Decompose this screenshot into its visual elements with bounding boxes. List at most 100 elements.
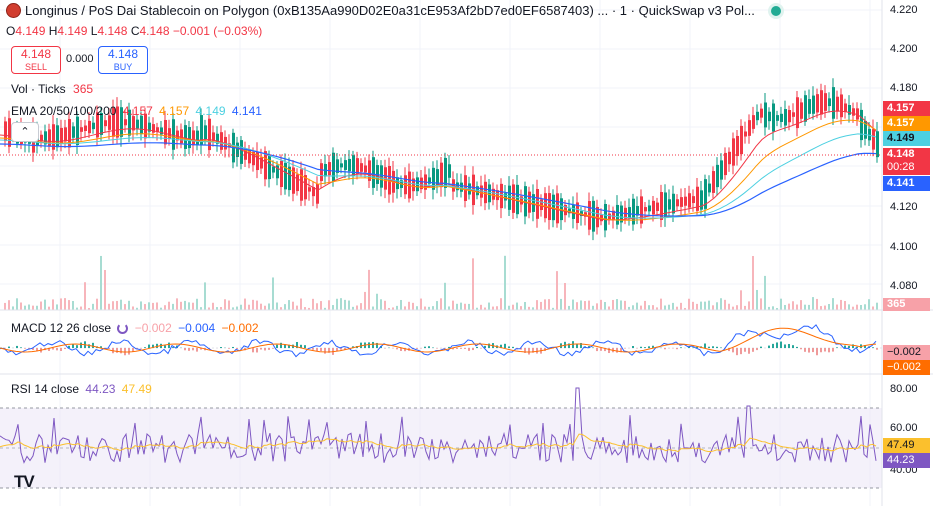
volume-bar: [600, 299, 602, 310]
candle-body: [540, 199, 543, 211]
volume-bar: [680, 302, 682, 310]
volume-bar: [40, 301, 42, 310]
rsi-label-tag: 44.23: [883, 453, 930, 468]
candle-body: [492, 188, 495, 200]
macd-hist-bar: [696, 346, 698, 348]
rsi-legend[interactable]: RSI 14 close 44.23 47.49: [11, 382, 152, 396]
volume-bar: [208, 307, 210, 310]
candle-body: [608, 213, 611, 220]
volume-bar: [496, 306, 498, 310]
volume-bar: [392, 307, 394, 310]
volume-bar: [616, 299, 618, 310]
volume-bar: [804, 304, 806, 310]
candle-body: [620, 205, 623, 223]
ema50-line: [0, 119, 877, 221]
volume-bar: [312, 298, 314, 310]
volume-bar: [228, 300, 230, 310]
macd-hist-bar: [708, 346, 710, 348]
volume-bar: [224, 299, 226, 310]
buy-button[interactable]: 4.148 BUY: [98, 46, 148, 74]
volume-bar: [124, 304, 126, 310]
macd-hist-bar: [536, 348, 538, 354]
macd-hist-bar: [604, 348, 606, 352]
macd-hist-bar: [512, 346, 514, 348]
macd-hist-bar: [152, 344, 154, 348]
ema20-price-label: 4.157: [883, 101, 930, 116]
macd-hist-bar: [444, 348, 446, 349]
candle-body: [112, 107, 115, 137]
volume-bar: [212, 302, 214, 310]
volume-bar: [768, 306, 770, 310]
macd-legend[interactable]: MACD 12 26 close −0.002 −0.004 −0.002: [11, 321, 259, 335]
candle-body: [344, 160, 347, 170]
volume-bar: [372, 306, 374, 310]
candle-body: [436, 169, 439, 185]
volume-bar: [644, 300, 646, 310]
macd-signal-line: [0, 327, 877, 353]
candle-body: [876, 131, 879, 158]
volume-bar: [76, 307, 78, 310]
ohlc-value: 4.148: [139, 24, 170, 38]
macd-hist-bar: [472, 348, 474, 351]
candle-body: [852, 108, 855, 116]
macd-hist-bar: [652, 345, 654, 348]
candle-body: [860, 109, 863, 141]
volume-bar: [868, 299, 870, 310]
loading-icon: [117, 323, 129, 335]
macd-hist-bar: [528, 348, 530, 355]
macd-hist-bar: [640, 346, 642, 348]
candle-body: [124, 119, 127, 126]
candle-body: [836, 96, 839, 112]
macd-hist-bar: [316, 348, 318, 352]
candle-body: [200, 115, 203, 145]
ema-label: EMA 20/50/100/200: [11, 104, 117, 118]
candle-body: [272, 166, 275, 173]
macd-hist-bar: [484, 345, 486, 348]
candle-body: [656, 202, 659, 212]
volume-bar: [364, 291, 366, 310]
candle-body: [304, 175, 307, 200]
ema20-line: [0, 110, 877, 221]
rsi-tick: 60.00: [890, 422, 918, 434]
macd-hist-bar: [504, 343, 506, 348]
volume-bar: [168, 301, 170, 310]
candle-body: [168, 128, 171, 139]
candle-body: [668, 199, 671, 210]
volume-bar: [624, 300, 626, 310]
macd-hist-bar: [88, 344, 90, 348]
collapse-legend-button[interactable]: ⌃: [11, 122, 39, 142]
macd-hist-bar: [260, 348, 262, 350]
rsi-label: RSI 14 close: [11, 382, 80, 396]
macd-hist-bar: [312, 348, 314, 350]
candle-body: [76, 116, 79, 145]
tradingview-logo[interactable]: TV: [14, 472, 35, 491]
ema-legend[interactable]: EMA 20/50/100/200 4.157 4.157 4.149 4.14…: [11, 104, 262, 118]
rsi-value: 44.23: [85, 382, 116, 396]
last-price-label: 4.148: [883, 148, 930, 161]
volume-bar: [808, 304, 810, 310]
volume-bar: [588, 300, 590, 310]
candle-body: [708, 183, 711, 193]
volume-bar: [464, 303, 466, 310]
volume-bar: [348, 300, 350, 310]
volume-bar: [444, 282, 446, 310]
sell-label: SELL: [24, 62, 48, 72]
symbol-title[interactable]: Longinus / PoS Dai Stablecoin on Polygon…: [25, 3, 755, 18]
sell-button[interactable]: 4.148 SELL: [11, 46, 61, 74]
volume-bar: [820, 306, 822, 310]
ohlc-change: −0.001 (−0.03%): [172, 24, 263, 38]
vol-legend[interactable]: Vol · Ticks 365: [11, 82, 93, 96]
volume-bar: [640, 305, 642, 310]
ema20-value: 4.157: [122, 104, 153, 118]
candle-body: [108, 115, 111, 130]
volume-bar: [116, 300, 118, 310]
candle-body: [604, 203, 607, 231]
candle-body: [864, 120, 867, 139]
macd-hist-bar: [780, 341, 782, 348]
macd-hist-bar: [64, 348, 66, 350]
candle-body: [732, 138, 735, 166]
volume-bar: [272, 277, 274, 310]
candle-body: [276, 165, 279, 179]
volume-bar: [196, 298, 198, 310]
